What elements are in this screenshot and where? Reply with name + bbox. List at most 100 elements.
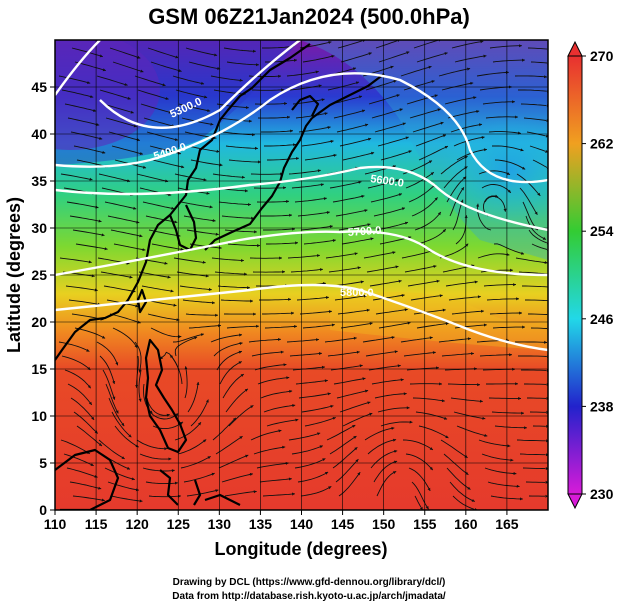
colorbar-tick-label: 262: [590, 136, 614, 152]
streamline: [363, 251, 396, 259]
streamline-arrowhead: [286, 200, 289, 203]
streamline-arrowhead: [115, 362, 119, 366]
streamline: [416, 322, 449, 329]
streamline-arrowhead: [239, 333, 242, 337]
height-contours: [55, 40, 548, 352]
streamline-arrowhead: [88, 260, 92, 264]
streamline-arrowhead: [407, 321, 411, 325]
streamline: [443, 166, 468, 189]
streamline-arrowhead: [513, 471, 517, 475]
streamline: [256, 200, 290, 203]
streamline-arrowhead: [208, 287, 212, 291]
streamline: [340, 322, 373, 329]
streamline: [478, 439, 511, 447]
streamline-arrowhead: [357, 472, 361, 476]
streamline-arrowhead: [467, 67, 471, 71]
streamline: [491, 145, 524, 152]
streamline-arrowhead: [330, 404, 334, 408]
streamline-arrowhead: [250, 299, 253, 303]
streamline-arrowhead: [87, 81, 91, 84]
x-tick-label: 135: [249, 516, 273, 532]
streamline: [447, 383, 481, 386]
taiwan-coastline: [136, 288, 148, 314]
streamline-arrowhead: [217, 66, 221, 70]
streamline: [441, 82, 474, 91]
streamline-arrowhead: [363, 294, 367, 298]
streamline-arrowhead: [96, 123, 100, 126]
streamline-arrowhead: [515, 382, 518, 386]
streamline-arrowhead: [324, 112, 328, 116]
streamline: [65, 285, 98, 291]
streamline-arrowhead: [507, 189, 511, 193]
streamline: [262, 312, 295, 315]
streamline-arrowhead: [210, 122, 214, 126]
streamline: [369, 280, 402, 287]
streamline: [440, 439, 468, 459]
streamline-arrowhead: [332, 417, 336, 420]
streamline: [372, 294, 405, 301]
streamline: [149, 411, 179, 420]
streamline-arrowhead: [86, 348, 90, 352]
streamline-arrowhead: [460, 199, 464, 203]
streamline-arrowhead: [244, 388, 248, 392]
streamline: [136, 439, 168, 450]
x-tick-label: 120: [125, 516, 149, 532]
streamline: [341, 237, 374, 245]
streamline: [264, 144, 296, 147]
streamline: [335, 209, 368, 217]
streamline: [263, 228, 296, 231]
streamline: [190, 399, 209, 427]
streamline: [73, 411, 99, 434]
streamline-arrowhead: [101, 498, 105, 502]
contour-5700: [55, 230, 548, 277]
streamline-arrowhead: [403, 392, 407, 396]
streamline-arrowhead: [98, 443, 102, 446]
streamline: [96, 341, 119, 366]
streamline-arrowhead: [280, 350, 284, 354]
streamline: [329, 181, 362, 189]
streamline-arrowhead: [392, 251, 396, 255]
streamline: [376, 221, 409, 231]
streamline: [406, 94, 438, 105]
streamline-arrowhead: [316, 338, 319, 342]
streamline-arrowhead: [370, 237, 374, 241]
streamline-arrowhead: [428, 65, 432, 69]
streamline-arrowhead: [178, 494, 181, 498]
streamline: [528, 313, 548, 315]
streamline: [67, 383, 93, 406]
streamline-arrowhead: [432, 351, 436, 355]
streamline-arrowhead: [133, 124, 137, 128]
streamline-arrowhead: [88, 401, 92, 405]
streamline: [449, 481, 476, 502]
streamline-arrowhead: [129, 275, 133, 279]
streamline-arrowhead: [215, 232, 219, 236]
streamline-arrowhead: [249, 472, 253, 476]
streamline: [518, 271, 548, 275]
x-tick-label: 165: [495, 516, 519, 532]
streamline: [68, 299, 101, 306]
streamline-arrowhead: [90, 463, 94, 466]
streamline-arrowhead: [442, 308, 446, 312]
streamline-arrowhead: [444, 52, 448, 55]
streamline-arrowhead: [174, 481, 178, 485]
streamline: [480, 269, 513, 273]
streamline: [492, 326, 525, 329]
streamline-arrowhead: [164, 447, 168, 451]
streamline: [72, 495, 105, 501]
streamline-arrowhead: [256, 324, 259, 328]
streamline-arrowhead: [358, 180, 362, 184]
streamline: [104, 467, 135, 481]
streamline-arrowhead: [318, 352, 322, 356]
streamline-arrowhead: [142, 165, 146, 169]
streamline: [177, 439, 207, 455]
streamline: [451, 310, 484, 315]
streamline-arrowhead: [544, 261, 548, 264]
streamline: [415, 411, 448, 420]
streamline: [186, 229, 219, 235]
streamline: [444, 96, 477, 105]
streamline: [262, 45, 294, 49]
streamline-arrowhead: [254, 230, 257, 234]
streamline: [61, 89, 94, 98]
streamline: [289, 84, 322, 91]
streamline-arrowhead: [333, 153, 337, 157]
